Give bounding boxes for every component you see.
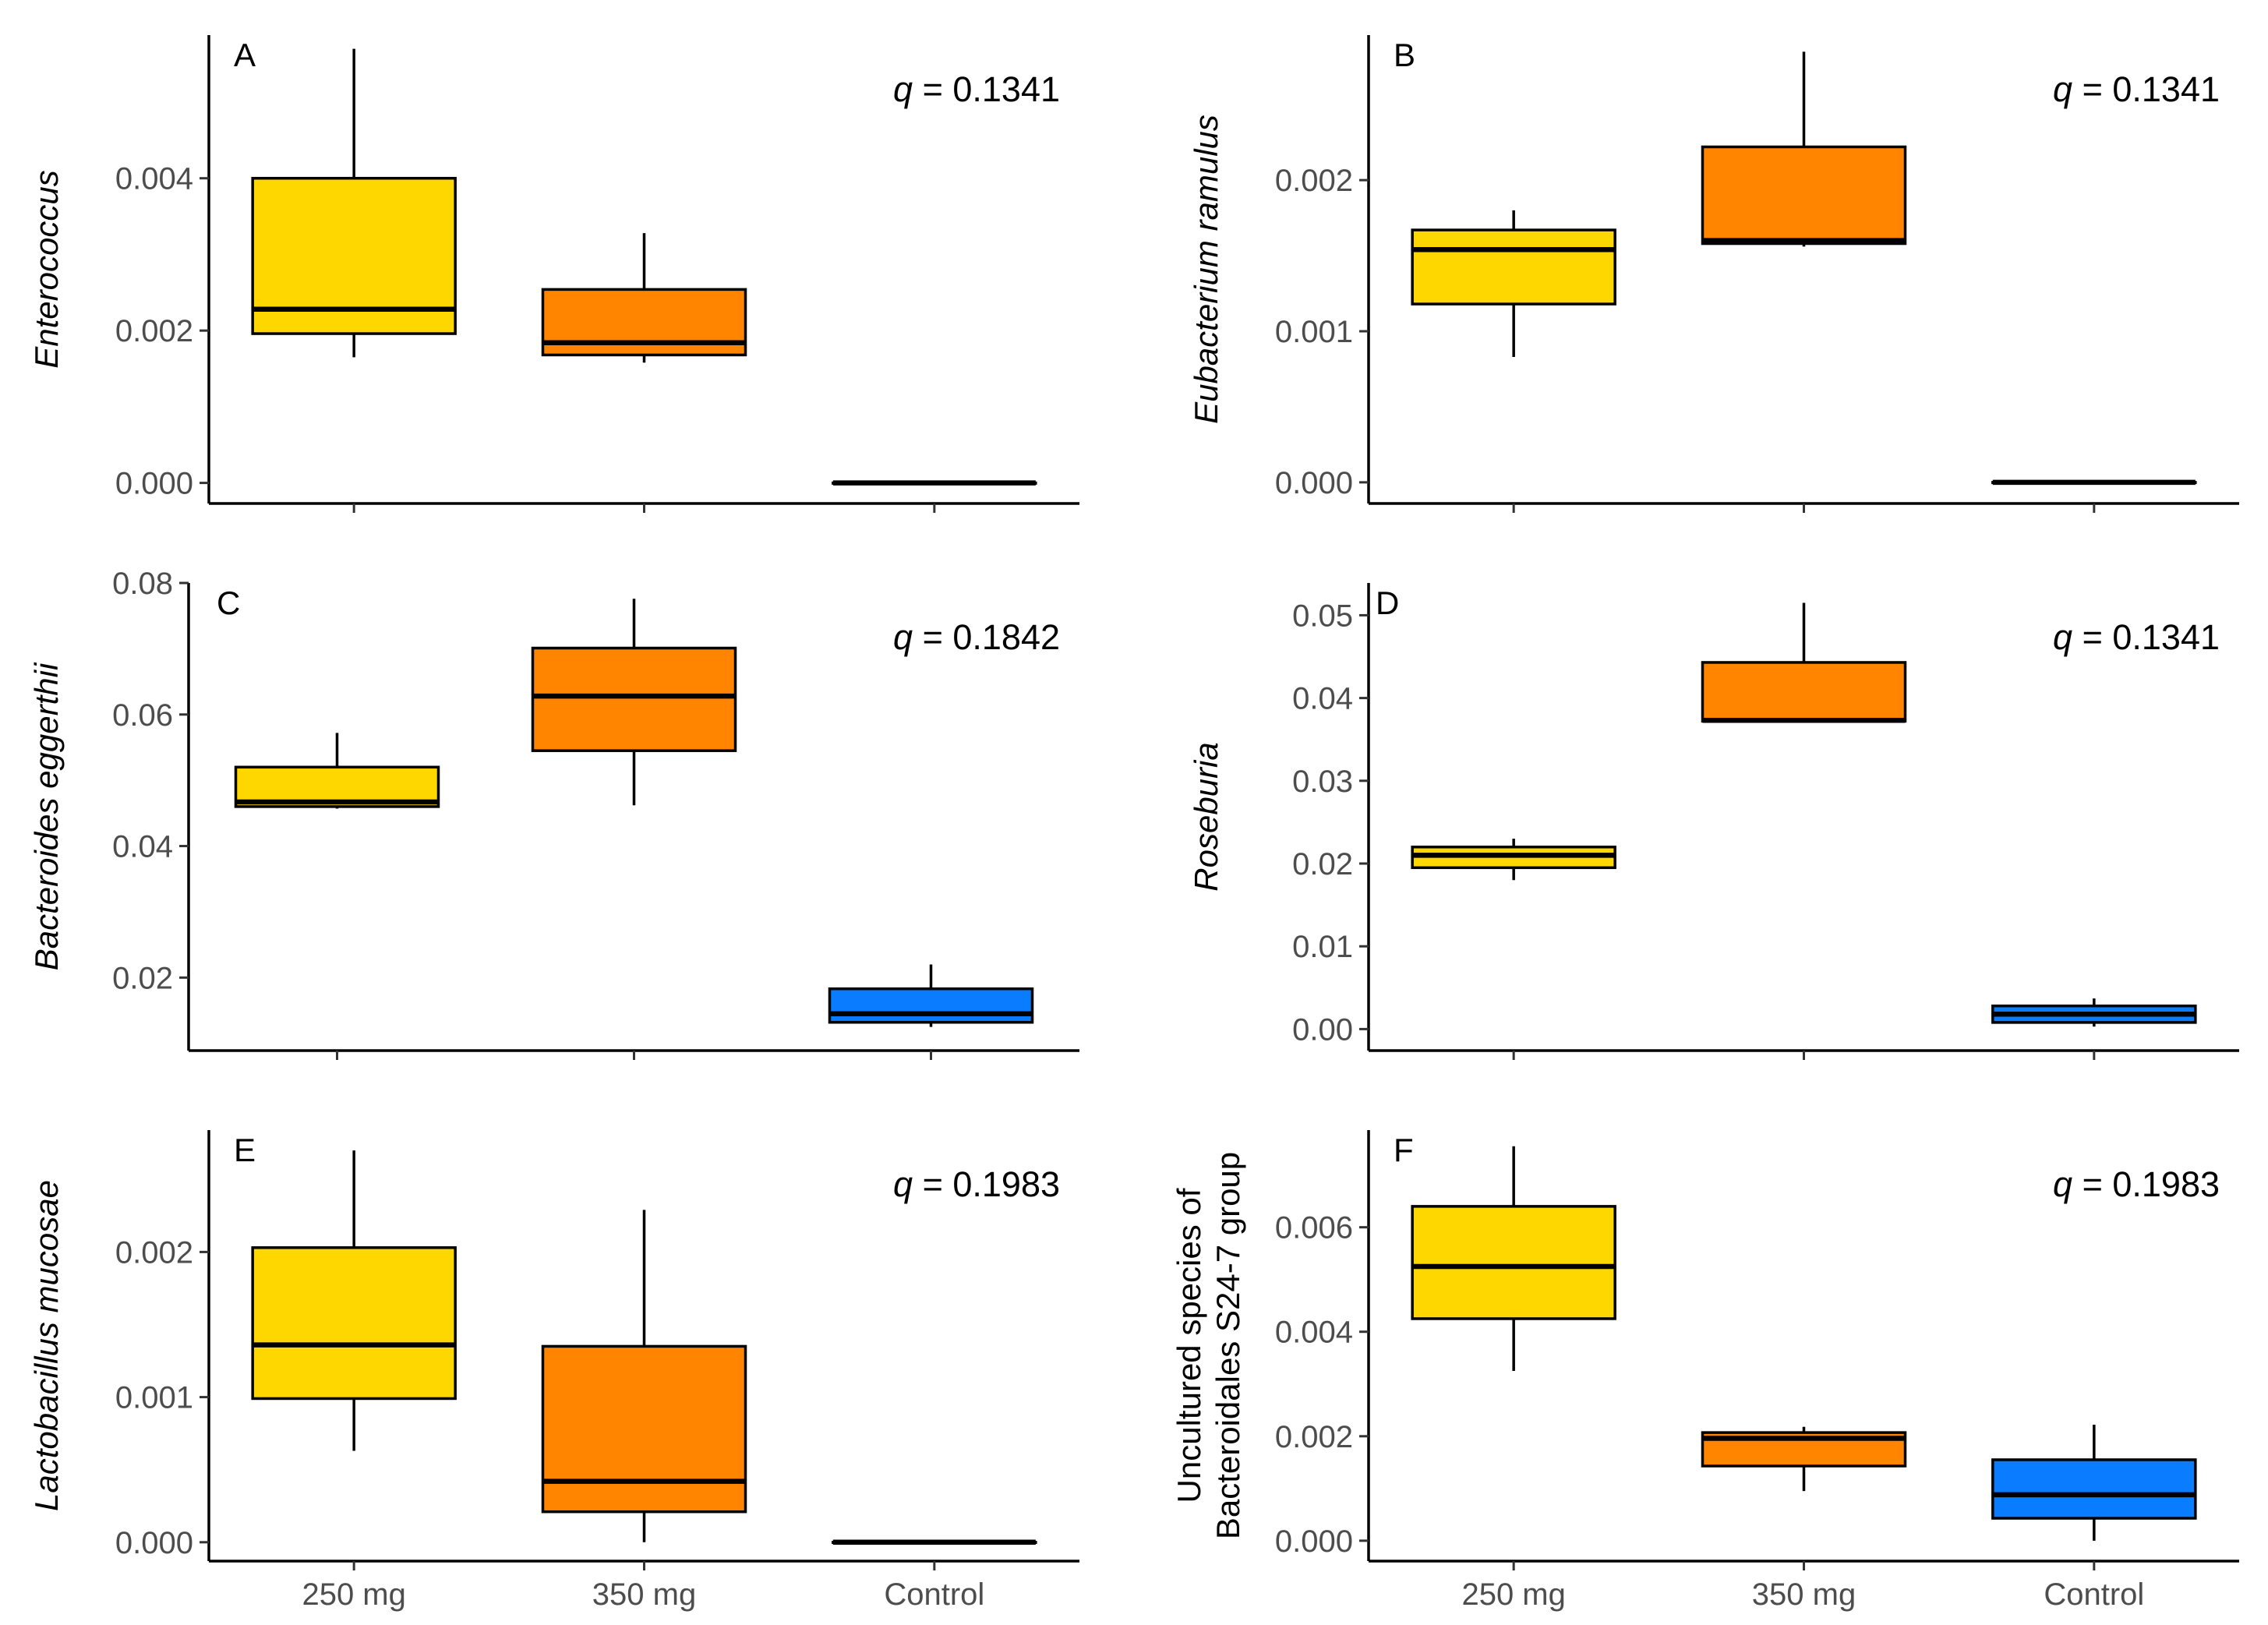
box-rect [1701, 661, 1907, 723]
q-symbol: q [2053, 1164, 2072, 1204]
box-control [1991, 1425, 2197, 1541]
q-symbol: q [2053, 69, 2072, 109]
y-tick-label: 0.000 [1275, 466, 1353, 500]
y-axis-label: Lactobacillus mucosae [28, 1180, 65, 1511]
x-tick-label: 350 mg [592, 1577, 696, 1612]
x-tick-label: 350 mg [1752, 1577, 1856, 1612]
box-rect [828, 987, 1034, 1024]
y-tick-label: 0.002 [1275, 1420, 1353, 1454]
y-tick-label: 0.08 [112, 567, 173, 601]
box-250-mg [1411, 210, 1616, 357]
box-250-mg [234, 733, 440, 809]
panel-letter: A [234, 37, 256, 73]
panel-c: 0.02 0.04 0.06 0.08 Cq = 0.1842 Bacteroides e… [28, 567, 1079, 1060]
x-tick-label: Control [2044, 1577, 2144, 1612]
y-tick-label: 0.002 [115, 314, 193, 348]
y-axis-label: Enterococcus [28, 170, 65, 368]
y-axis-label: Bacteroidales S24-7 group [1210, 1152, 1246, 1539]
y-tick-label: 0.000 [115, 467, 193, 501]
y-tick-label: 0.000 [115, 1526, 193, 1560]
panel-letter: C [217, 585, 240, 621]
panel-e: 0.000 0.001 0.002 250 mg 350 mg Control Eq = 0… [28, 1130, 1079, 1612]
box-rect [531, 646, 737, 752]
q-annotation: q = 0.1983 [2053, 1164, 2220, 1204]
panel-letter: B [1394, 37, 1415, 73]
y-tick-label: 0.00 [1292, 1012, 1353, 1047]
y-tick-label: 0.02 [112, 961, 173, 995]
box-250-mg [251, 48, 457, 358]
y-tick-label: 0.04 [1292, 682, 1353, 716]
panel-f: 0.000 0.002 0.004 0.006 250 mg 350 mg Control F… [1171, 1130, 2239, 1612]
q-value: = 0.1341 [2072, 617, 2220, 657]
box-350-mg [531, 599, 737, 806]
box-rect [1991, 1458, 2197, 1520]
y-axis-label: Uncultured species of [1171, 1188, 1207, 1503]
y-axis-label: Bacteroides eggerthii [28, 662, 65, 970]
y-tick-label: 0.006 [1275, 1211, 1353, 1245]
q-symbol: q [893, 1164, 913, 1204]
y-tick-label: 0.002 [115, 1235, 193, 1270]
box-350-mg [1701, 1426, 1907, 1492]
y-tick-label: 0.004 [1275, 1316, 1353, 1350]
panel-d: 0.00 0.01 0.02 0.03 0.04 0.05 Dq = 0.1341 Roseb… [1188, 583, 2239, 1060]
box-control [832, 480, 1037, 486]
x-tick-label: Control [884, 1577, 984, 1612]
y-tick-label: 0.06 [112, 698, 173, 733]
y-tick-label: 0.03 [1292, 765, 1353, 799]
box-control [828, 964, 1034, 1027]
box-350-mg [1701, 51, 1907, 247]
y-tick-label: 0.05 [1292, 599, 1353, 633]
y-tick-label: 0.000 [1275, 1524, 1353, 1559]
box-350-mg [1701, 602, 1907, 723]
panel-letter: E [234, 1132, 256, 1168]
y-tick-label: 0.001 [115, 1381, 193, 1415]
box-rect [1411, 228, 1616, 306]
y-tick-label: 0.01 [1292, 930, 1353, 964]
q-annotation: q = 0.1842 [893, 617, 1060, 657]
box-control [1991, 479, 2197, 486]
panel-b: 0.000 0.001 0.002 Bq = 0.1341 Eubacterium ra… [1188, 35, 2239, 513]
y-tick-label: 0.04 [112, 830, 173, 864]
q-value: = 0.1341 [2072, 69, 2220, 109]
q-symbol: q [893, 69, 913, 109]
x-tick-label: 250 mg [302, 1577, 405, 1612]
y-axis-label: Eubacterium ramulus [1188, 115, 1224, 424]
box-rect [541, 1344, 747, 1514]
box-250-mg [251, 1150, 457, 1451]
y-tick-label: 0.004 [115, 162, 193, 196]
x-tick-label: 250 mg [1461, 1577, 1565, 1612]
q-value: = 0.1983 [913, 1164, 1060, 1204]
box-rect [251, 1246, 457, 1401]
box-control [1991, 998, 2197, 1027]
box-rect [1701, 145, 1907, 246]
box-rect [1411, 1205, 1616, 1320]
q-annotation: q = 0.1983 [893, 1164, 1060, 1204]
q-value: = 0.1341 [913, 69, 1060, 109]
panel-letter: D [1376, 585, 1399, 621]
q-value: = 0.1983 [2072, 1164, 2220, 1204]
box-350-mg [541, 1210, 747, 1542]
q-annotation: q = 0.1341 [2053, 69, 2220, 109]
box-control [832, 1539, 1037, 1546]
y-tick-label: 0.001 [1275, 315, 1353, 349]
q-annotation: q = 0.1341 [2053, 617, 2220, 657]
y-axis-label: Roseburia [1188, 742, 1224, 891]
y-tick-label: 0.002 [1275, 164, 1353, 198]
panel-a: 0.000 0.002 0.004 Aq = 0.1341 Enterococcus [28, 35, 1079, 513]
q-symbol: q [2053, 617, 2072, 657]
q-annotation: q = 0.1341 [893, 69, 1060, 109]
box-250-mg [1411, 839, 1616, 881]
y-tick-label: 0.02 [1292, 847, 1353, 881]
q-value: = 0.1842 [913, 617, 1060, 657]
box-350-mg [541, 233, 747, 363]
q-symbol: q [893, 617, 913, 657]
panel-letter: F [1394, 1132, 1414, 1168]
box-250-mg [1411, 1146, 1616, 1372]
